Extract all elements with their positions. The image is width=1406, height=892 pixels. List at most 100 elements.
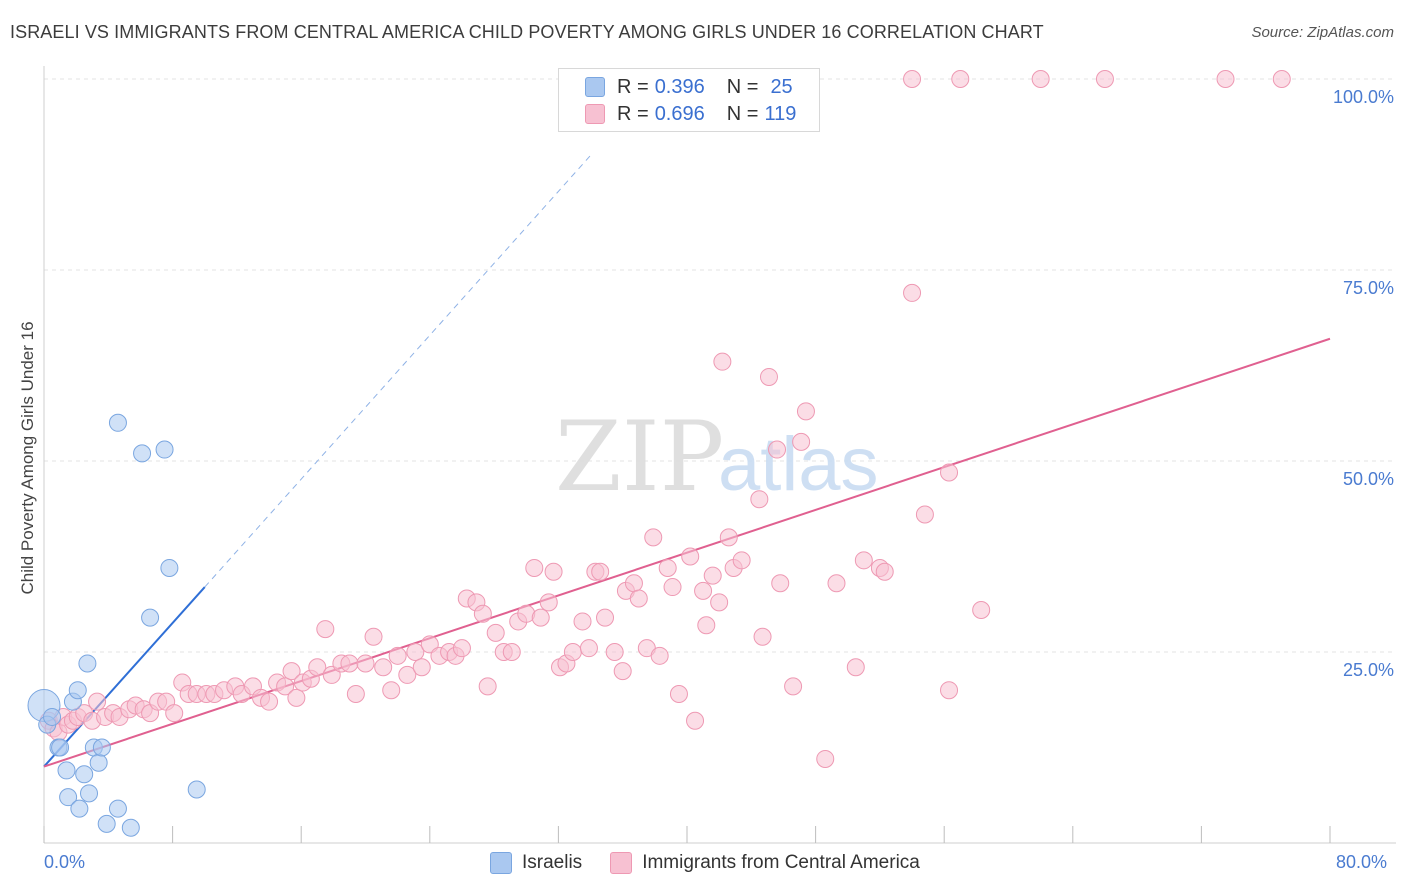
point-israelis	[43, 707, 62, 726]
legend-row-israelis: R = 0.396 N = 25	[585, 75, 793, 99]
data-points	[27, 70, 1291, 837]
source-label: Source: ZipAtlas.com	[1251, 24, 1394, 41]
point-immigrants	[382, 681, 401, 700]
legend-row-immigrants: R = 0.696 N = 119	[585, 102, 796, 126]
point-immigrants	[629, 589, 648, 608]
point-israelis	[59, 788, 78, 807]
bottom-legend-item-immigrants: Immigrants from Central America	[610, 852, 920, 874]
point-immigrants	[1031, 70, 1050, 88]
point-immigrants	[663, 578, 682, 597]
point-israelis	[57, 761, 76, 780]
point-immigrants	[713, 352, 732, 371]
bottom-legend-swatch-israelis	[490, 852, 512, 874]
point-immigrants	[502, 643, 521, 661]
point-immigrants	[374, 658, 393, 677]
legend-n-label: N =	[726, 75, 759, 98]
point-immigrants	[903, 70, 922, 88]
point-israelis	[187, 780, 206, 799]
point-immigrants	[750, 490, 769, 509]
y-tick-label-25: 25.0%	[1342, 660, 1394, 680]
point-immigrants	[816, 749, 835, 768]
y-tick-label-50: 50.0%	[1342, 469, 1394, 489]
point-immigrants	[316, 620, 335, 639]
point-immigrants	[686, 711, 705, 730]
point-immigrants	[644, 528, 663, 547]
point-immigrants	[579, 639, 598, 658]
bottom-legend-item-israelis: Israelis	[490, 852, 582, 874]
trend-line-israelis-extension	[204, 155, 591, 588]
legend-r-label: R =	[617, 102, 649, 125]
point-immigrants	[1272, 70, 1291, 88]
point-israelis	[92, 738, 111, 757]
y-tick-label-75: 75.0%	[1342, 278, 1394, 298]
point-immigrants	[605, 643, 624, 661]
point-immigrants	[260, 692, 279, 711]
point-immigrants	[940, 681, 959, 700]
point-immigrants	[420, 635, 439, 654]
legend-r-value: 0.696	[654, 102, 705, 125]
legend: R = 0.396 N = 25 R = 0.696 N = 119	[558, 68, 820, 132]
bottom-legend-label-israelis: Israelis	[522, 852, 583, 873]
point-immigrants	[165, 704, 184, 723]
point-immigrants	[694, 581, 713, 600]
legend-n-value: 119	[764, 102, 797, 125]
point-israelis	[70, 799, 89, 818]
trend-line-israelis	[43, 586, 206, 768]
point-immigrants	[613, 662, 632, 681]
point-immigrants	[287, 688, 306, 707]
legend-n-value: 25	[770, 75, 793, 98]
x-tick-label-max: 80.0%	[1336, 852, 1388, 872]
point-immigrants	[412, 658, 431, 677]
point-immigrants	[658, 558, 677, 577]
x-tick-label-min: 0.0%	[44, 852, 86, 872]
point-immigrants	[525, 558, 544, 577]
point-israelis	[97, 814, 116, 833]
point-immigrants	[591, 562, 610, 581]
point-immigrants	[346, 685, 365, 704]
point-immigrants	[681, 547, 700, 566]
point-israelis	[108, 799, 127, 818]
point-israelis	[133, 444, 152, 463]
point-immigrants	[697, 616, 716, 635]
point-immigrants	[1216, 70, 1235, 88]
point-immigrants	[340, 654, 359, 673]
point-immigrants	[854, 551, 873, 570]
watermark-zip: ZIP	[555, 401, 724, 513]
point-immigrants	[753, 627, 772, 646]
point-immigrants	[719, 528, 738, 547]
y-axis-label: Child Poverty Among Girls Under 16	[18, 321, 37, 595]
point-immigrants	[846, 658, 865, 677]
point-immigrants	[669, 685, 688, 704]
point-israelis	[51, 738, 70, 757]
point-immigrants	[478, 677, 497, 696]
point-immigrants	[703, 566, 722, 585]
point-immigrants	[573, 612, 592, 631]
legend-swatch-israelis	[585, 77, 605, 97]
point-israelis	[89, 753, 108, 772]
point-immigrants	[710, 593, 729, 612]
point-immigrants	[322, 665, 341, 684]
point-israelis	[121, 818, 140, 837]
point-immigrants	[1095, 70, 1114, 88]
bottom-legend-label-immigrants: Immigrants from Central America	[642, 852, 920, 873]
legend-swatch-immigrants	[585, 104, 605, 124]
point-immigrants	[88, 692, 107, 711]
point-immigrants	[486, 623, 505, 642]
point-immigrants	[276, 677, 295, 696]
point-immigrants	[951, 70, 970, 88]
point-israelis	[160, 558, 179, 577]
point-immigrants	[473, 604, 492, 623]
point-immigrants	[406, 643, 425, 661]
point-immigrants	[563, 643, 582, 661]
point-immigrants	[732, 551, 751, 570]
point-immigrants	[596, 608, 615, 627]
chart-title: ISRAELI VS IMMIGRANTS FROM CENTRAL AMERI…	[10, 22, 1044, 42]
legend-r-label: R =	[617, 75, 649, 98]
point-immigrants	[903, 283, 922, 302]
point-immigrants	[544, 562, 563, 581]
point-immigrants	[940, 463, 959, 482]
point-immigrants	[531, 608, 550, 627]
bottom-legend-swatch-immigrants	[610, 852, 633, 874]
point-immigrants	[388, 646, 407, 665]
